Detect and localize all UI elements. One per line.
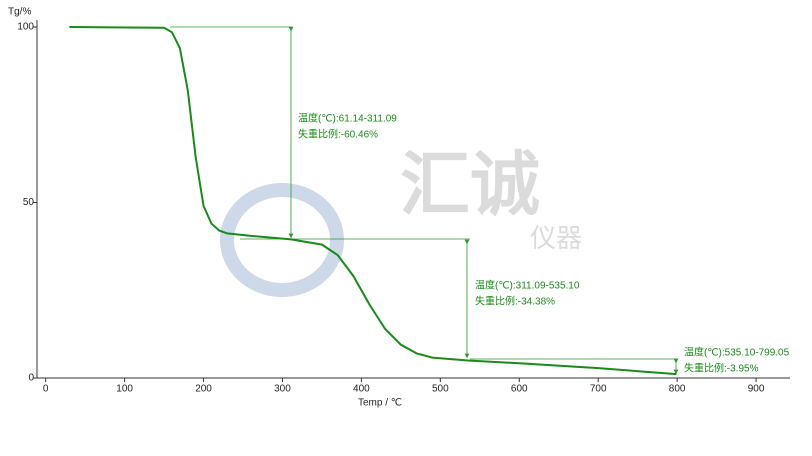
watermark-main: 汇诚 [400, 145, 540, 223]
annotation: 失重比例:-60.46% [298, 128, 378, 141]
annotation: 温度(℃):311.09-535.10 [475, 279, 580, 292]
x-tick-label: 500 [432, 384, 449, 395]
watermark-logo [220, 183, 344, 297]
y-tick-label: 100 [17, 22, 34, 33]
x-tick-label: 100 [116, 384, 133, 395]
y-tick-label: 50 [23, 197, 35, 208]
x-tick-label: 0 [43, 384, 49, 395]
x-tick-label: 900 [748, 384, 765, 395]
y-tick-label: 0 [28, 373, 34, 384]
y-axis-label: Tg/% [8, 7, 31, 18]
annotation: 失重比例:-34.38% [475, 295, 555, 308]
x-tick-label: 300 [274, 384, 291, 395]
x-tick-label: 400 [353, 384, 370, 395]
annotation: 温度(℃):535.10-799.05 [684, 346, 790, 359]
x-axis-label: Temp / ℃ [358, 398, 402, 409]
x-tick-label: 700 [590, 384, 607, 395]
x-tick-label: 600 [511, 384, 528, 395]
watermark-sub: 仪器 [530, 223, 582, 253]
annotation: 失重比例:-3.95% [684, 362, 759, 375]
x-tick-label: 800 [669, 384, 686, 395]
data-line [69, 26, 677, 376]
annotation: 温度(℃):61.14-311.09 [298, 112, 397, 125]
x-tick-label: 200 [195, 384, 212, 395]
watermark: 汇诚 仪器 [220, 145, 582, 297]
